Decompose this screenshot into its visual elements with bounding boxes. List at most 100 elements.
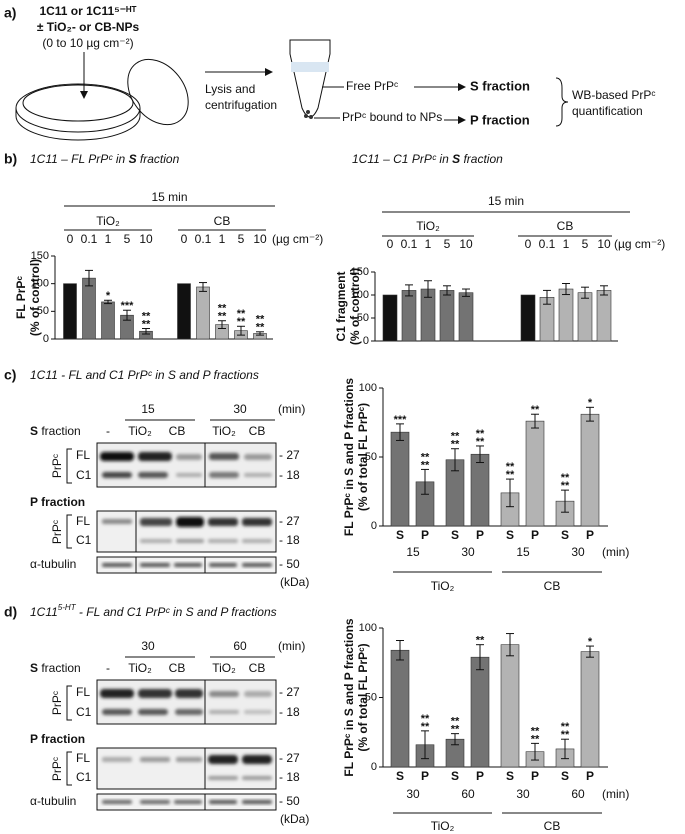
- y-tick-label: 50: [365, 691, 377, 703]
- band-label: FL: [76, 685, 90, 699]
- group-label: CB: [557, 219, 574, 233]
- panel-a: a) 1C11 or 1C11⁵⁻ᴴᵀ ± TiO₂- or CB-NPs (0…: [4, 4, 656, 141]
- bar: [525, 420, 545, 527]
- time-label: 30: [516, 787, 530, 801]
- x-tick-label: 10: [597, 237, 611, 251]
- y-tick-label: 100: [31, 278, 49, 290]
- x-tick-label: S: [506, 769, 514, 783]
- time-label: 30: [141, 639, 155, 653]
- unit: (min): [278, 639, 305, 653]
- x-tick-label: 10: [253, 232, 267, 246]
- pellet: [304, 114, 308, 118]
- significance: **: [256, 322, 265, 334]
- text: (0 to 10 µg cm⁻²): [42, 36, 133, 50]
- significance: **: [561, 721, 570, 733]
- panel-title: 1C11 – C1 PrPᶜ in S fraction: [352, 152, 503, 166]
- significance: **: [142, 310, 151, 322]
- y-axis-label: (% of control): [28, 259, 42, 336]
- y-tick-label: 50: [365, 451, 377, 463]
- significance: **: [421, 451, 430, 463]
- bar: [177, 283, 191, 340]
- x-tick-label: 1: [563, 237, 570, 251]
- text: PrPᶜ bound to NPs: [342, 110, 442, 124]
- significance: **: [506, 469, 515, 481]
- prp-label: PrPᶜ: [50, 757, 64, 781]
- significance: **: [142, 318, 151, 330]
- x-tick-label: S: [396, 528, 404, 542]
- significance: **: [531, 725, 540, 737]
- supernatant: [291, 62, 329, 72]
- panel-title: 1C115-HT - FL and C1 PrPᶜ in S and P fra…: [30, 603, 277, 619]
- band-label: C1: [76, 770, 92, 784]
- prp-label: PrPᶜ: [50, 454, 64, 478]
- unit: (kDa): [280, 575, 309, 589]
- bands: [102, 563, 272, 567]
- band-label: FL: [76, 751, 90, 765]
- y-tick-label: 50: [37, 305, 49, 317]
- bands: [102, 755, 272, 780]
- bar: [500, 644, 520, 768]
- marker-label: - 27: [279, 685, 300, 699]
- unit-label: (µg cm⁻²): [272, 232, 323, 246]
- lane-label: TiO₂: [212, 661, 236, 675]
- x-tick-label: 1: [425, 237, 432, 251]
- significance: **: [451, 431, 460, 443]
- significance: ***: [394, 414, 408, 426]
- x-tick-label: S: [561, 528, 569, 542]
- x-tick-label: P: [531, 769, 539, 783]
- blot: [96, 747, 277, 790]
- significance: **: [421, 721, 430, 733]
- fraction-label: P fraction: [30, 732, 85, 746]
- y-axis-label: (% of total FL PrPᶜ): [356, 643, 370, 751]
- text: Free PrPᶜ: [346, 79, 398, 93]
- bar: [577, 292, 593, 342]
- time-label: 60: [461, 787, 475, 801]
- lane-label: TiO₂: [212, 424, 236, 438]
- blot: [96, 442, 277, 488]
- lane-label: CB: [249, 424, 266, 438]
- panel-title: 1C11 - FL and C1 PrPᶜ in S and P fractio…: [30, 368, 259, 382]
- time-label: 15: [406, 545, 420, 559]
- significance: **: [506, 461, 515, 473]
- y-axis-label: FL PrPᶜ in S and P fractions: [342, 618, 356, 776]
- bracket: [66, 514, 72, 549]
- dish: [15, 83, 141, 133]
- marker-label: - 18: [279, 533, 300, 547]
- bands: [100, 689, 272, 715]
- panel-title: 1C11 – FL PrPᶜ in S fraction: [30, 152, 180, 166]
- band-label: C1: [76, 533, 92, 547]
- x-tick-label: P: [476, 528, 484, 542]
- y-tick-label: 0: [43, 333, 49, 345]
- x-tick-label: P: [586, 528, 594, 542]
- tube: [289, 39, 331, 118]
- time-label: 30: [233, 402, 247, 416]
- header-label: 15 min: [151, 190, 187, 204]
- lane-label: -: [106, 661, 110, 675]
- significance: **: [476, 428, 485, 440]
- x-tick-label: 0: [181, 232, 188, 246]
- group-label: TiO₂: [431, 579, 455, 593]
- significance: **: [451, 724, 460, 736]
- significance: **: [561, 480, 570, 492]
- significance: **: [531, 404, 540, 416]
- significance: **: [237, 316, 246, 328]
- fraction-label: S fraction: [30, 661, 81, 675]
- significance: **: [237, 308, 246, 320]
- group-label: CB: [544, 819, 561, 833]
- x-tick-label: 0.1: [195, 232, 212, 246]
- group-label: TiO₂: [431, 819, 455, 833]
- text: S fraction: [470, 78, 530, 93]
- time-label: 15: [516, 545, 530, 559]
- fraction-label: P fraction: [30, 495, 85, 509]
- unit: (min): [278, 402, 305, 416]
- significance: **: [218, 311, 227, 323]
- x-tick-label: 1: [105, 232, 112, 246]
- significance: *: [106, 290, 111, 302]
- lane-label: -: [106, 424, 110, 438]
- x-tick-label: 5: [444, 237, 451, 251]
- fraction-label: S fraction: [30, 424, 81, 438]
- group-label: TiO₂: [416, 219, 440, 233]
- unit: (kDa): [280, 812, 309, 826]
- x-tick-label: 0.1: [401, 237, 418, 251]
